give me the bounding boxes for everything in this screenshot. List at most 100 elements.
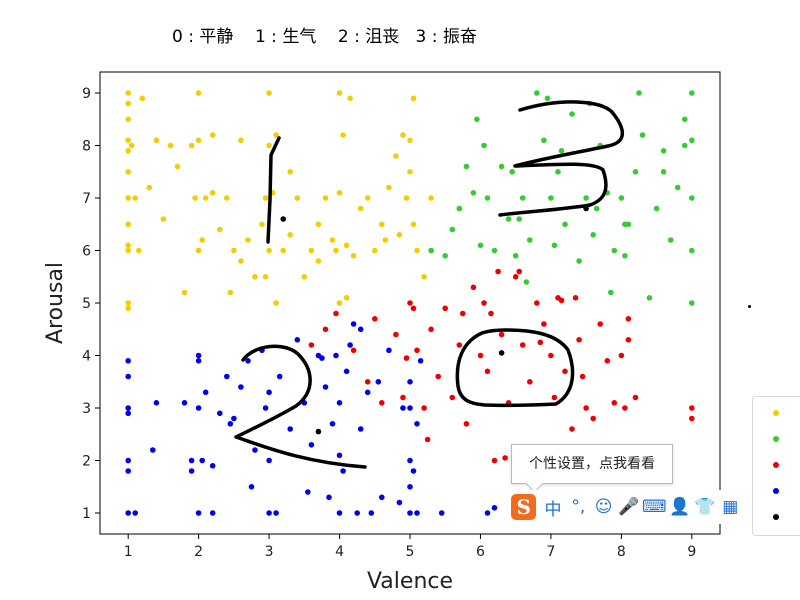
data-point-series-3 xyxy=(357,426,364,432)
data-point-series-3 xyxy=(347,342,353,348)
data-point-series-2 xyxy=(519,342,526,348)
data-point-series-2 xyxy=(562,368,568,375)
data-point-series-3 xyxy=(188,457,195,464)
data-point-series-2 xyxy=(618,352,625,359)
data-point-series-3 xyxy=(262,405,269,411)
data-point-series-0 xyxy=(400,132,406,138)
data-point-series-2 xyxy=(414,347,420,354)
data-point-series-1 xyxy=(456,205,463,212)
data-point-series-0 xyxy=(125,90,131,96)
data-point-series-0 xyxy=(421,274,427,280)
data-point-series-2 xyxy=(632,394,639,401)
data-point-series-1 xyxy=(555,169,561,175)
data-point-series-1 xyxy=(541,137,547,144)
x-tick-label: 6 xyxy=(476,544,485,560)
data-point-series-1 xyxy=(477,242,484,249)
data-point-series-2 xyxy=(491,457,498,464)
x-tick-label: 1 xyxy=(124,544,133,560)
data-point-series-3 xyxy=(125,405,131,411)
data-point-series-1 xyxy=(636,90,642,96)
chinese-mode-icon[interactable]: 中 xyxy=(544,499,562,520)
data-point-series-0 xyxy=(167,142,174,149)
punctuation-icon[interactable]: °, xyxy=(571,497,586,517)
emoji-icon[interactable]: ☺ xyxy=(594,497,613,517)
data-point-series-3 xyxy=(132,510,138,516)
data-point-series-0 xyxy=(386,184,392,191)
y-tick-label: 1 xyxy=(82,506,91,522)
data-point-series-1 xyxy=(481,142,487,149)
data-point-series-0 xyxy=(407,137,413,144)
data-point-series-1 xyxy=(544,95,551,102)
data-point-series-1 xyxy=(569,111,575,117)
data-point-series-0 xyxy=(266,247,272,254)
data-point-series-4 xyxy=(315,428,322,435)
data-point-series-1 xyxy=(442,253,449,259)
data-point-series-0 xyxy=(132,195,138,201)
data-point-series-3 xyxy=(407,405,413,411)
y-tick-label: 4 xyxy=(82,349,91,365)
data-point-series-3 xyxy=(195,352,202,359)
data-point-series-3 xyxy=(248,484,255,490)
data-point-series-2 xyxy=(372,316,378,322)
data-point-series-1 xyxy=(548,195,554,201)
data-point-series-3 xyxy=(357,326,364,333)
data-point-series-1 xyxy=(611,247,618,254)
data-point-series-1 xyxy=(674,184,681,191)
data-point-series-1 xyxy=(639,132,646,138)
skin-shirt-icon[interactable]: 👕 xyxy=(694,497,716,517)
data-point-series-3 xyxy=(375,379,382,385)
data-point-series-1 xyxy=(562,221,568,228)
data-point-series-3 xyxy=(125,358,131,364)
x-tick-label: 4 xyxy=(335,544,344,560)
data-point-series-3 xyxy=(195,358,202,364)
data-point-series-1 xyxy=(463,163,470,170)
data-point-series-1 xyxy=(583,195,589,201)
axis-ticks: 1 2 3 4 5 6 7 8 9 1 2 3 4 5 6 7 8 9 xyxy=(82,86,696,560)
data-point-series-1 xyxy=(449,226,456,233)
data-point-series-2 xyxy=(579,373,586,380)
data-point-series-3 xyxy=(407,457,413,464)
data-point-series-2 xyxy=(534,300,540,306)
data-point-series-3 xyxy=(202,389,209,396)
data-point-series-0 xyxy=(192,195,198,201)
data-point-series-2 xyxy=(407,300,413,306)
data-point-series-3 xyxy=(319,355,325,361)
data-point-series-0 xyxy=(343,295,350,301)
data-point-series-0 xyxy=(414,247,420,254)
data-point-series-3 xyxy=(195,510,202,516)
grid-menu-icon[interactable]: ▦ xyxy=(722,497,739,517)
data-point-series-0 xyxy=(287,232,294,238)
data-point-series-2 xyxy=(498,331,505,338)
data-point-series-2 xyxy=(572,295,579,301)
data-point-series-2 xyxy=(424,436,431,443)
data-point-series-3 xyxy=(217,410,223,417)
data-point-series-2 xyxy=(484,368,491,375)
y-tick-label: 8 xyxy=(82,139,91,155)
data-point-series-3 xyxy=(386,347,392,354)
data-point-series-0 xyxy=(315,221,322,228)
data-point-series-2 xyxy=(488,310,494,317)
data-point-series-2 xyxy=(541,321,547,327)
data-point-series-0 xyxy=(393,153,399,159)
data-point-series-0 xyxy=(231,247,237,254)
sogou-logo-icon[interactable]: S xyxy=(511,494,537,520)
data-point-series-2 xyxy=(551,394,558,401)
data-point-series-1 xyxy=(622,221,628,228)
data-point-series-0 xyxy=(238,137,244,144)
y-tick-label: 3 xyxy=(82,401,91,417)
ime-tooltip[interactable]: 个性设置，点我看看 xyxy=(511,444,673,484)
microphone-icon[interactable]: 🎤 xyxy=(618,497,640,517)
data-point-series-1 xyxy=(660,169,667,175)
data-point-series-2 xyxy=(512,274,519,280)
data-point-series-0 xyxy=(382,237,389,243)
y-tick-label: 7 xyxy=(82,191,91,207)
data-point-series-3 xyxy=(209,510,216,516)
data-point-series-1 xyxy=(689,137,695,144)
data-point-series-0 xyxy=(410,221,417,228)
data-point-series-0 xyxy=(357,205,364,212)
data-point-series-2 xyxy=(333,310,339,317)
user-icon[interactable]: 👤 xyxy=(669,497,691,517)
data-point-series-3 xyxy=(308,442,315,448)
keyboard-icon[interactable]: ⌨ xyxy=(642,497,667,517)
data-point-series-0 xyxy=(347,95,353,102)
